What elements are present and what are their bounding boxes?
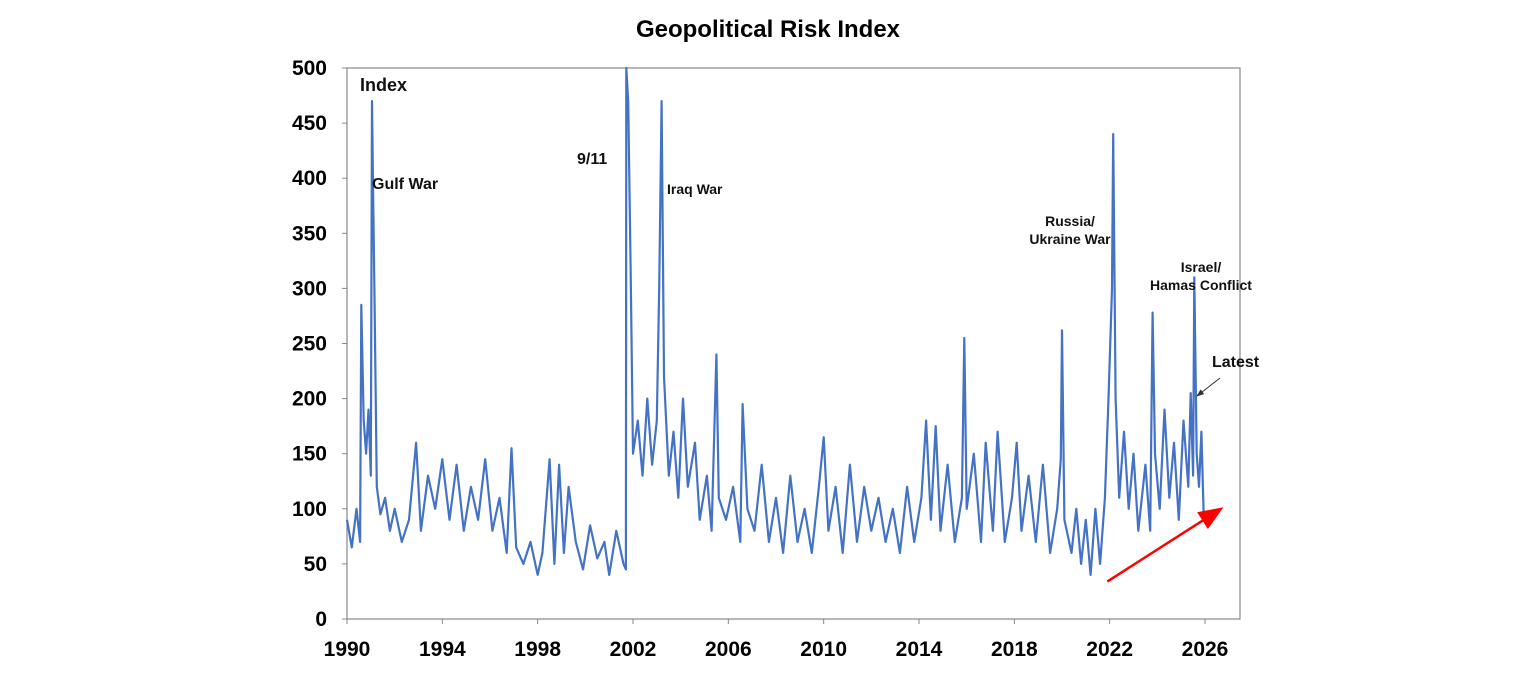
annotation-line: Ukraine War bbox=[1029, 231, 1111, 247]
x-tick-label: 2018 bbox=[991, 638, 1038, 661]
x-tick-label: 2006 bbox=[705, 638, 752, 661]
chart-title: Geopolitical Risk Index bbox=[635, 16, 901, 43]
y-tick-label: 400 bbox=[292, 167, 327, 190]
x-tick-label: 1994 bbox=[419, 638, 466, 661]
annotation-latest: Latest bbox=[1212, 354, 1260, 371]
y-tick-label: 500 bbox=[292, 57, 327, 80]
y-tick-label: 100 bbox=[292, 498, 327, 521]
y-axis-label: Index bbox=[360, 75, 408, 95]
x-tick-label: 1990 bbox=[324, 638, 371, 661]
annotation-line: Russia/ bbox=[1045, 213, 1095, 229]
x-tick-label: 2002 bbox=[610, 638, 657, 661]
x-tick-label: 2010 bbox=[800, 638, 847, 661]
x-tick-label: 2026 bbox=[1182, 638, 1229, 661]
annotation-russia-ukraine: Russia/ Ukraine War bbox=[1027, 212, 1113, 248]
x-tick-label: 2022 bbox=[1086, 638, 1133, 661]
annotation-9-11: 9/11 bbox=[577, 151, 608, 168]
x-tick-label: 2014 bbox=[896, 638, 943, 661]
annotation-gulf-war: Gulf War bbox=[372, 176, 439, 193]
annotation-line: Hamas Conflict bbox=[1150, 277, 1252, 293]
x-tick-label: 1998 bbox=[514, 638, 561, 661]
trend-arrow bbox=[1106, 507, 1224, 583]
y-tick-label: 450 bbox=[292, 112, 327, 135]
latest-pointer-arrow bbox=[1196, 377, 1221, 397]
annotation-iraq-war: Iraq War bbox=[667, 181, 723, 197]
y-tick-label: 150 bbox=[292, 443, 327, 466]
plot-frame bbox=[346, 67, 1241, 620]
annotation-israel-hamas: Israel/ Hamas Conflict bbox=[1148, 258, 1254, 294]
y-tick-label: 200 bbox=[292, 388, 327, 411]
y-tick-label: 250 bbox=[292, 333, 327, 356]
annotation-line: Israel/ bbox=[1180, 259, 1222, 275]
series-line bbox=[345, 66, 1205, 577]
y-tick-label: 50 bbox=[304, 553, 327, 576]
y-tick-label: 350 bbox=[292, 222, 327, 245]
y-tick-label: 0 bbox=[315, 608, 327, 631]
y-tick-label: 300 bbox=[292, 277, 327, 300]
